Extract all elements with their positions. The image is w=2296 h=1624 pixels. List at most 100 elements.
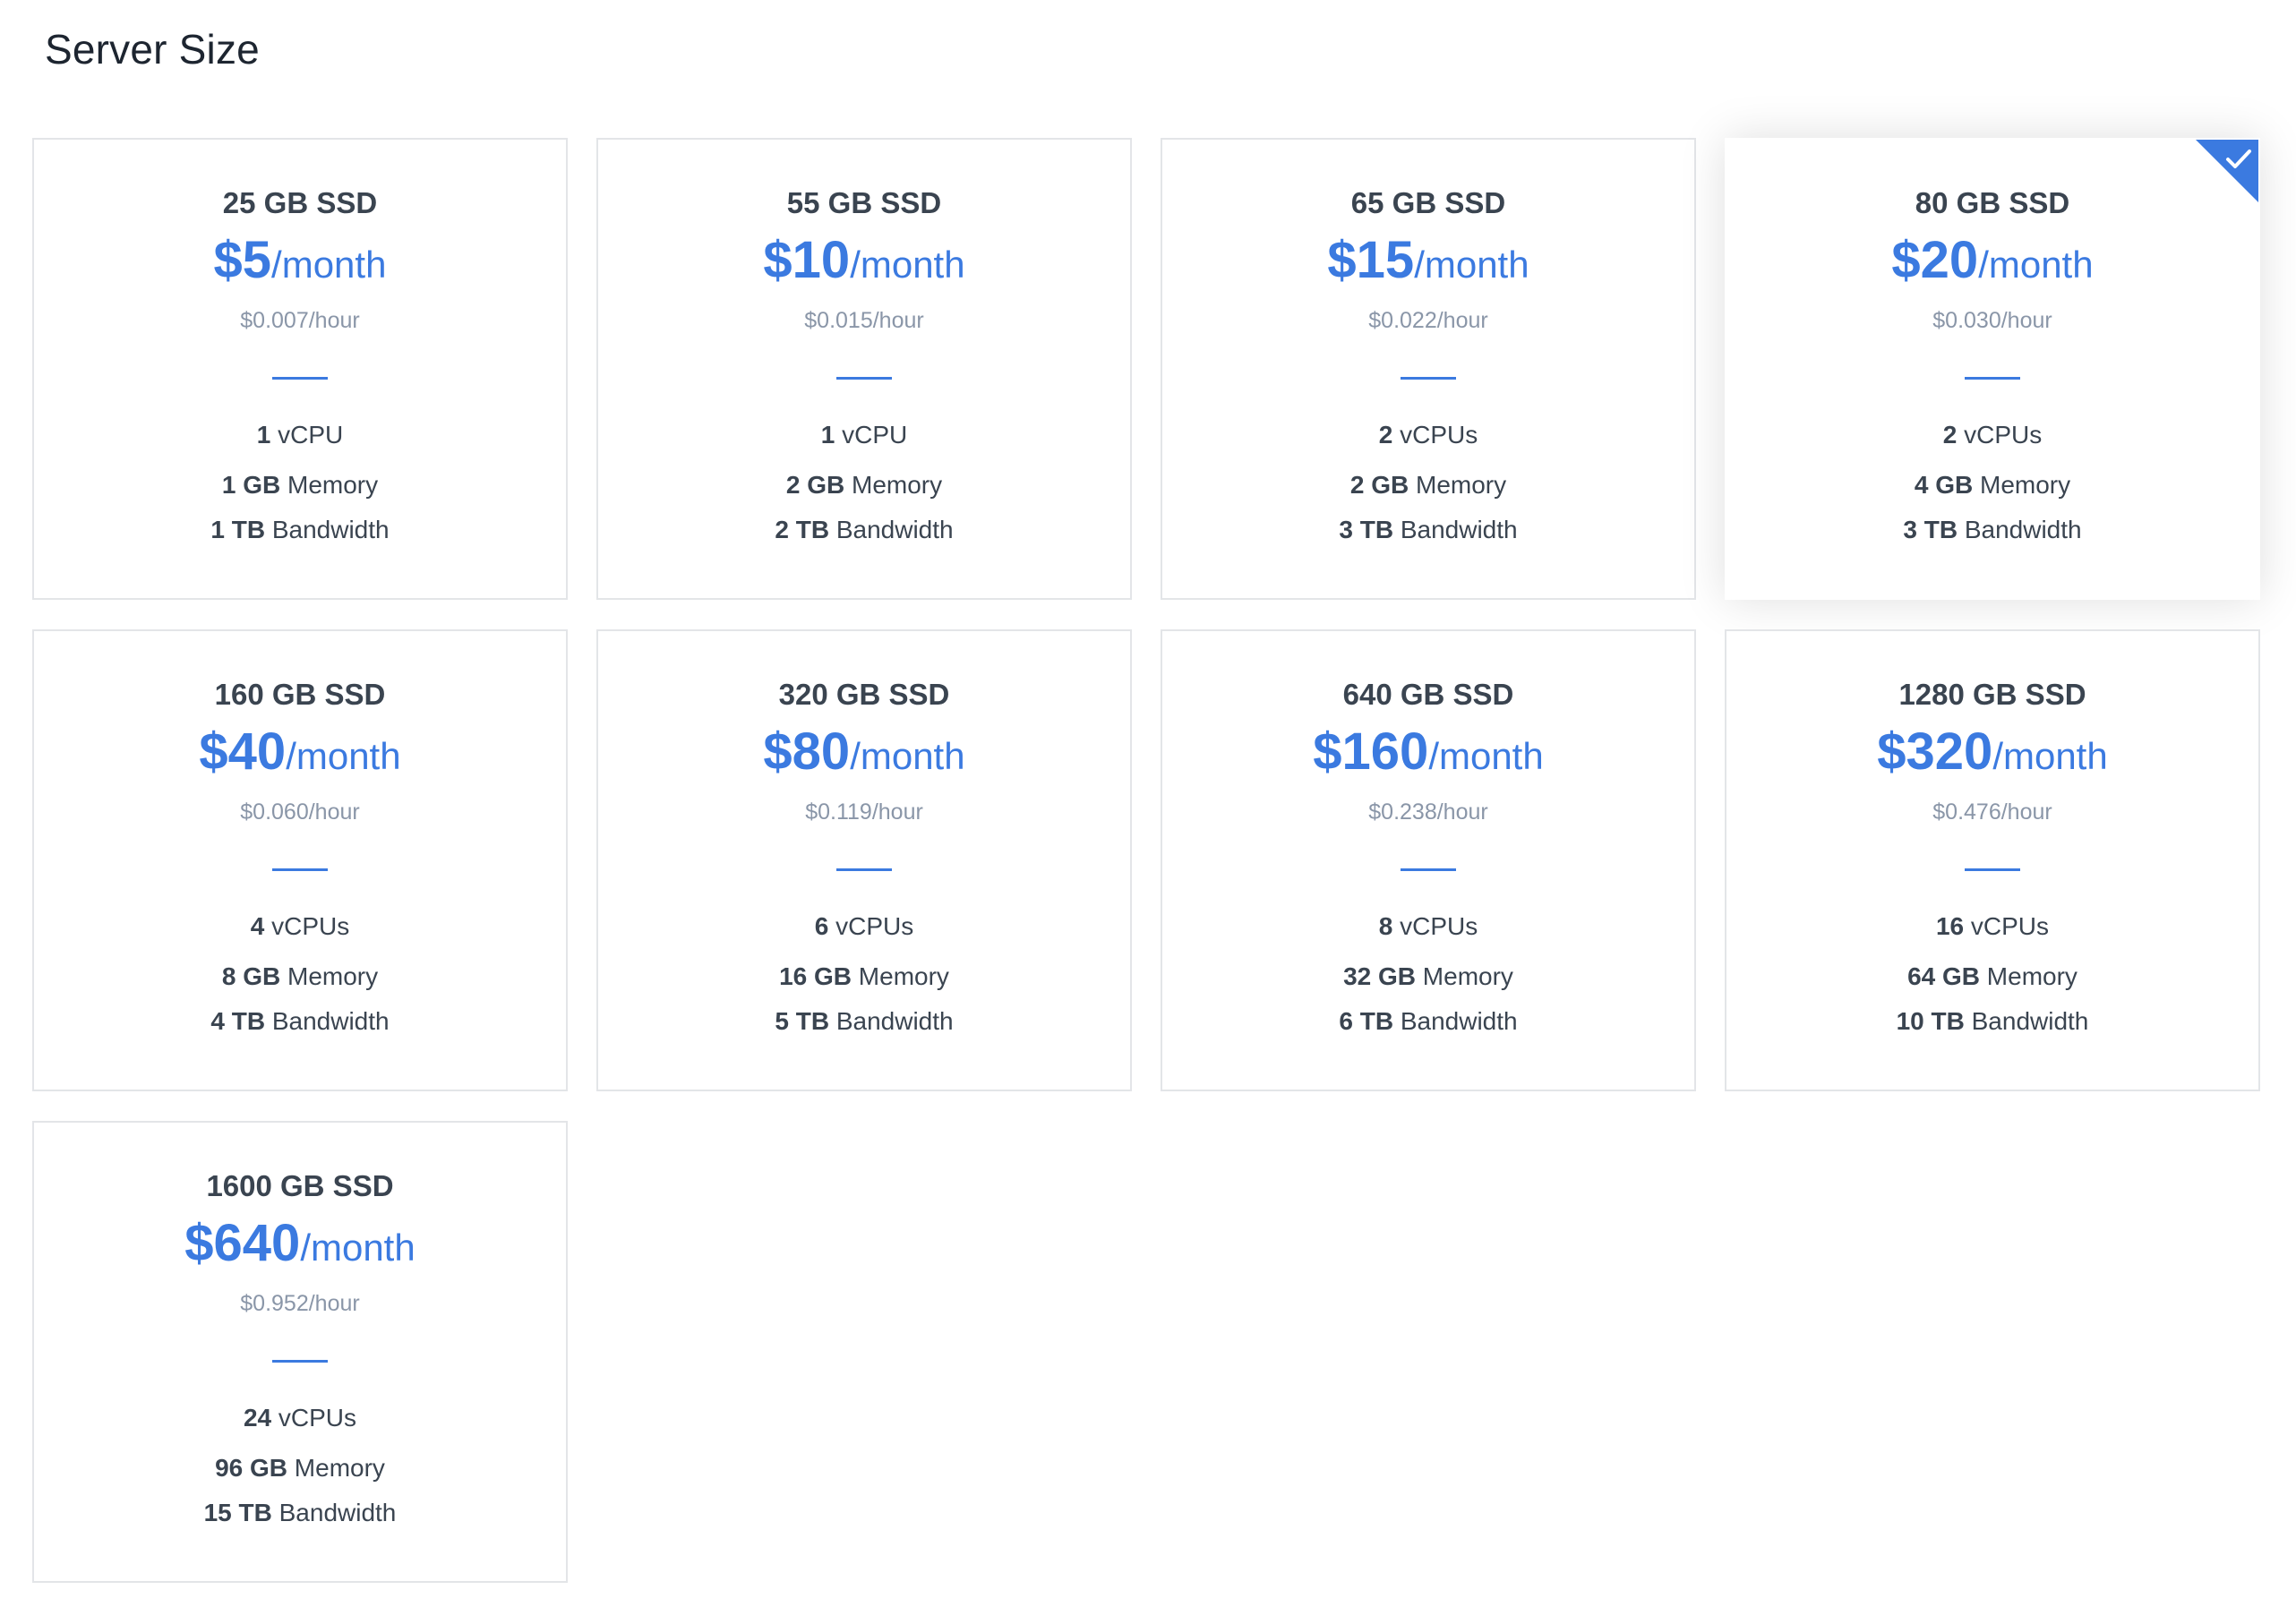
- bandwidth-amount: 10 TB: [1896, 1007, 1965, 1035]
- monthly-price: $15/month: [1162, 235, 1694, 286]
- cpu-count: 1: [820, 421, 835, 449]
- selected-corner-triangle: [2196, 140, 2258, 202]
- cpu-spec: 2 vCPUs: [1162, 421, 1694, 449]
- memory-amount: 32 GB: [1343, 962, 1417, 990]
- memory-amount: 1 GB: [221, 471, 281, 499]
- cpu-spec: 4 vCPUs: [34, 912, 566, 941]
- cpu-count: 1: [256, 421, 271, 449]
- cpu-spec: 2 vCPUs: [1726, 421, 2258, 449]
- memory-amount: 64 GB: [1907, 962, 1981, 990]
- monthly-price: $80/month: [598, 726, 1130, 778]
- bandwidth-spec: 5 TB Bandwidth: [598, 1007, 1130, 1036]
- plan-card-3[interactable]: 65 GB SSD $15/month $0.022/hour 2 vCPUs …: [1161, 138, 1696, 600]
- price-unit: /month: [1992, 735, 2108, 777]
- cpu-label: vCPUs: [835, 912, 914, 940]
- divider: [272, 868, 328, 871]
- plan-card-1[interactable]: 25 GB SSD $5/month $0.007/hour 1 vCPU 1 …: [32, 138, 568, 600]
- bandwidth-spec: 4 TB Bandwidth: [34, 1007, 566, 1036]
- price-amount: $20: [1891, 231, 1979, 289]
- memory-label: Memory: [1986, 962, 2078, 990]
- memory-amount: 2 GB: [785, 471, 845, 499]
- cpu-label: vCPUs: [278, 1404, 357, 1432]
- bandwidth-spec: 6 TB Bandwidth: [1162, 1007, 1694, 1036]
- selected-check-icon: [2196, 140, 2258, 202]
- plan-card-7[interactable]: 640 GB SSD $160/month $0.238/hour 8 vCPU…: [1161, 629, 1696, 1091]
- hourly-price: $0.015/hour: [804, 308, 924, 333]
- cpu-spec: 24 vCPUs: [34, 1404, 566, 1432]
- cpu-spec: 1 vCPU: [598, 421, 1130, 449]
- divider: [1965, 377, 2020, 380]
- cpu-label: vCPUs: [1970, 912, 2050, 940]
- memory-amount: 96 GB: [215, 1454, 288, 1482]
- price-unit: /month: [850, 735, 965, 777]
- plan-card-8[interactable]: 1280 GB SSD $320/month $0.476/hour 16 vC…: [1725, 629, 2260, 1091]
- price-amount: $15: [1327, 231, 1415, 289]
- cpu-spec: 16 vCPUs: [1726, 912, 2258, 941]
- disk-size: 25 GB SSD: [222, 186, 378, 219]
- memory-spec: 96 GB Memory: [34, 1454, 566, 1483]
- bandwidth-spec: 3 TB Bandwidth: [1726, 516, 2258, 544]
- plan-card-2[interactable]: 55 GB SSD $10/month $0.015/hour 1 vCPU 2…: [596, 138, 1132, 600]
- memory-label: Memory: [852, 471, 943, 499]
- bandwidth-amount: 15 TB: [203, 1499, 272, 1526]
- divider: [1401, 868, 1456, 871]
- hourly-price: $0.238/hour: [1368, 799, 1488, 825]
- hourly-price: $0.022/hour: [1368, 308, 1488, 333]
- cpu-label: vCPUs: [1964, 421, 2043, 449]
- cpu-label: vCPUs: [271, 912, 350, 940]
- divider: [272, 377, 328, 380]
- cpu-count: 16: [1935, 912, 1965, 940]
- hourly-price: $0.007/hour: [240, 308, 360, 333]
- plan-card-4[interactable]: 80 GB SSD $20/month $0.030/hour 2 vCPUs …: [1725, 138, 2260, 600]
- plan-card-9[interactable]: 1600 GB SSD $640/month $0.952/hour 24 vC…: [32, 1121, 568, 1583]
- plan-card-6[interactable]: 320 GB SSD $80/month $0.119/hour 6 vCPUs…: [596, 629, 1132, 1091]
- monthly-price: $320/month: [1726, 726, 2258, 778]
- memory-amount: 16 GB: [779, 962, 852, 990]
- memory-amount: 8 GB: [221, 962, 281, 990]
- page-title: Server Size: [45, 26, 260, 73]
- bandwidth-label: Bandwidth: [278, 1499, 397, 1526]
- memory-label: Memory: [287, 471, 379, 499]
- hourly-price: $0.952/hour: [240, 1291, 360, 1316]
- cpu-count: 4: [250, 912, 265, 940]
- monthly-price: $10/month: [598, 235, 1130, 286]
- monthly-price: $640/month: [34, 1218, 566, 1269]
- plan-card-5[interactable]: 160 GB SSD $40/month $0.060/hour 4 vCPUs…: [32, 629, 568, 1091]
- bandwidth-label: Bandwidth: [835, 1007, 954, 1035]
- memory-spec: 2 GB Memory: [598, 471, 1130, 500]
- divider: [836, 377, 892, 380]
- monthly-price: $5/month: [34, 235, 566, 286]
- price-unit: /month: [286, 735, 401, 777]
- bandwidth-amount: 6 TB: [1339, 1007, 1394, 1035]
- divider: [1401, 377, 1456, 380]
- cpu-spec: 1 vCPU: [34, 421, 566, 449]
- bandwidth-amount: 4 TB: [210, 1007, 266, 1035]
- price-unit: /month: [850, 244, 965, 286]
- cpu-label: vCPUs: [1400, 421, 1478, 449]
- cpu-spec: 8 vCPUs: [1162, 912, 1694, 941]
- hourly-price: $0.060/hour: [240, 799, 360, 825]
- bandwidth-amount: 3 TB: [1903, 516, 1958, 543]
- monthly-price: $40/month: [34, 726, 566, 778]
- divider: [272, 1360, 328, 1363]
- memory-spec: 2 GB Memory: [1162, 471, 1694, 500]
- disk-size: 640 GB SSD: [1342, 678, 1514, 711]
- cpu-count: 8: [1378, 912, 1393, 940]
- price-unit: /month: [1414, 244, 1529, 286]
- disk-size: 160 GB SSD: [214, 678, 386, 711]
- bandwidth-amount: 2 TB: [775, 516, 830, 543]
- disk-size: 65 GB SSD: [1350, 186, 1506, 219]
- bandwidth-label: Bandwidth: [1400, 516, 1518, 543]
- price-unit: /month: [271, 244, 387, 286]
- disk-size: 1280 GB SSD: [1898, 678, 2086, 711]
- price-unit: /month: [300, 1227, 416, 1269]
- hourly-price: $0.476/hour: [1932, 799, 2052, 825]
- bandwidth-spec: 3 TB Bandwidth: [1162, 516, 1694, 544]
- disk-size: 1600 GB SSD: [206, 1169, 394, 1202]
- hourly-price: $0.119/hour: [805, 799, 923, 825]
- divider: [836, 868, 892, 871]
- bandwidth-label: Bandwidth: [1400, 1007, 1518, 1035]
- price-amount: $640: [184, 1214, 301, 1272]
- memory-label: Memory: [1422, 962, 1513, 990]
- bandwidth-label: Bandwidth: [1964, 516, 2082, 543]
